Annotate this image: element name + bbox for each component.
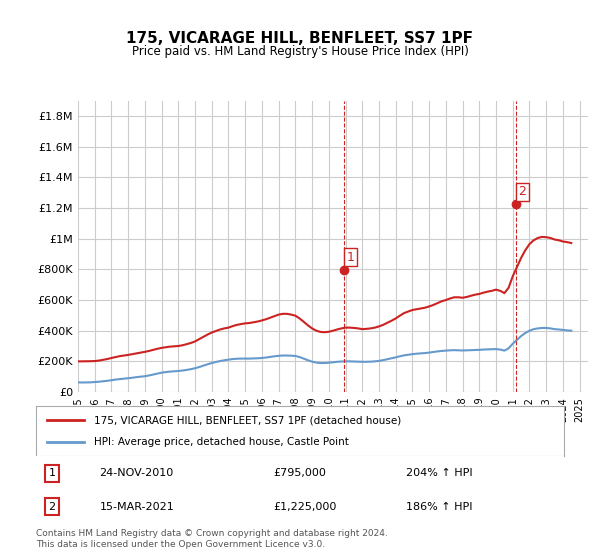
- Text: 175, VICARAGE HILL, BENFLEET, SS7 1PF: 175, VICARAGE HILL, BENFLEET, SS7 1PF: [127, 31, 473, 46]
- Text: 24-NOV-2010: 24-NOV-2010: [100, 468, 173, 478]
- Text: £795,000: £795,000: [274, 468, 326, 478]
- Text: Contains HM Land Registry data © Crown copyright and database right 2024.: Contains HM Land Registry data © Crown c…: [36, 529, 388, 538]
- Text: This data is licensed under the Open Government Licence v3.0.: This data is licensed under the Open Gov…: [36, 540, 325, 549]
- Text: Price paid vs. HM Land Registry's House Price Index (HPI): Price paid vs. HM Land Registry's House …: [131, 45, 469, 58]
- Text: 204% ↑ HPI: 204% ↑ HPI: [406, 468, 472, 478]
- Text: 1: 1: [346, 251, 354, 264]
- Text: 186% ↑ HPI: 186% ↑ HPI: [406, 502, 472, 512]
- Text: 15-MAR-2021: 15-MAR-2021: [100, 502, 174, 512]
- Text: 2: 2: [518, 185, 526, 198]
- Text: 175, VICARAGE HILL, BENFLEET, SS7 1PF (detached house): 175, VICARAGE HILL, BENFLEET, SS7 1PF (d…: [94, 415, 401, 425]
- Text: 1: 1: [49, 468, 55, 478]
- Text: £1,225,000: £1,225,000: [274, 502, 337, 512]
- Text: HPI: Average price, detached house, Castle Point: HPI: Average price, detached house, Cast…: [94, 437, 349, 447]
- Text: 2: 2: [48, 502, 55, 512]
